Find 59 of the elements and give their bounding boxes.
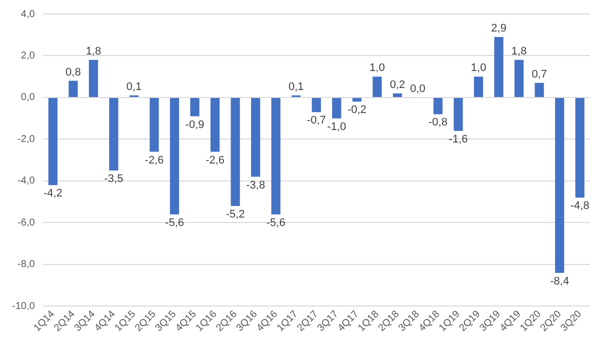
- data-label: -4,2: [43, 188, 62, 200]
- bar: [392, 93, 402, 97]
- bar: [170, 98, 180, 214]
- bar: [514, 60, 524, 97]
- bar: [555, 98, 564, 273]
- data-label: -2,6: [206, 154, 225, 166]
- data-label: 0,0: [410, 83, 426, 96]
- bar: [372, 76, 382, 97]
- data-label: 1,0: [370, 62, 385, 74]
- bar: [88, 60, 98, 97]
- data-label: -4,8: [570, 200, 590, 212]
- data-label: 1,0: [470, 62, 486, 74]
- bar: [312, 98, 321, 112]
- bar: [230, 98, 240, 206]
- data-label: -1,6: [448, 133, 468, 146]
- y-tick-label: -6,0: [18, 217, 36, 228]
- bar: [109, 98, 118, 171]
- bar: [251, 98, 260, 177]
- data-label: -0,8: [428, 116, 448, 129]
- data-label: -0,7: [306, 114, 326, 127]
- bar: [210, 98, 220, 152]
- y-tick-label: -2,0: [18, 134, 36, 145]
- bar: [150, 98, 159, 152]
- data-label: 0,1: [126, 80, 142, 93]
- data-label: -5,6: [165, 216, 184, 229]
- data-label: 0,1: [288, 80, 304, 93]
- data-label: -3,8: [246, 179, 266, 192]
- data-label: -0,9: [185, 118, 204, 131]
- data-label: 0,2: [390, 78, 406, 91]
- bar: [332, 98, 342, 118]
- data-label: 0,8: [66, 66, 81, 78]
- data-label: 2,9: [491, 22, 506, 34]
- y-tick-label: 0,0: [20, 92, 36, 104]
- data-label: 1,8: [511, 45, 527, 58]
- data-label: -2,6: [144, 154, 164, 166]
- bar: [474, 76, 484, 97]
- bar: [48, 98, 58, 186]
- y-tick-label: 4,0: [20, 8, 36, 20]
- bar: [68, 80, 78, 97]
- data-label: -5,2: [226, 208, 245, 221]
- bar: [271, 98, 280, 214]
- y-tick-label: 2,0: [20, 50, 36, 62]
- bar: [454, 98, 463, 131]
- y-tick-label: -8,0: [18, 259, 36, 270]
- bar: [190, 98, 200, 116]
- bar: [352, 98, 362, 102]
- bar: [575, 98, 584, 198]
- data-label: 1,8: [86, 45, 102, 58]
- data-label: -8,4: [550, 275, 570, 288]
- y-tick-label: -10,0: [12, 300, 36, 312]
- data-label: -3,5: [104, 173, 124, 186]
- data-label: -1,0: [327, 120, 346, 133]
- data-label: -5,6: [266, 216, 286, 229]
- y-tick-label: -4,0: [18, 176, 36, 187]
- bar: [494, 36, 504, 97]
- bar: [433, 98, 443, 114]
- data-label: -0,2: [347, 104, 366, 116]
- data-label: 0,7: [532, 68, 547, 80]
- bar: [534, 82, 544, 97]
